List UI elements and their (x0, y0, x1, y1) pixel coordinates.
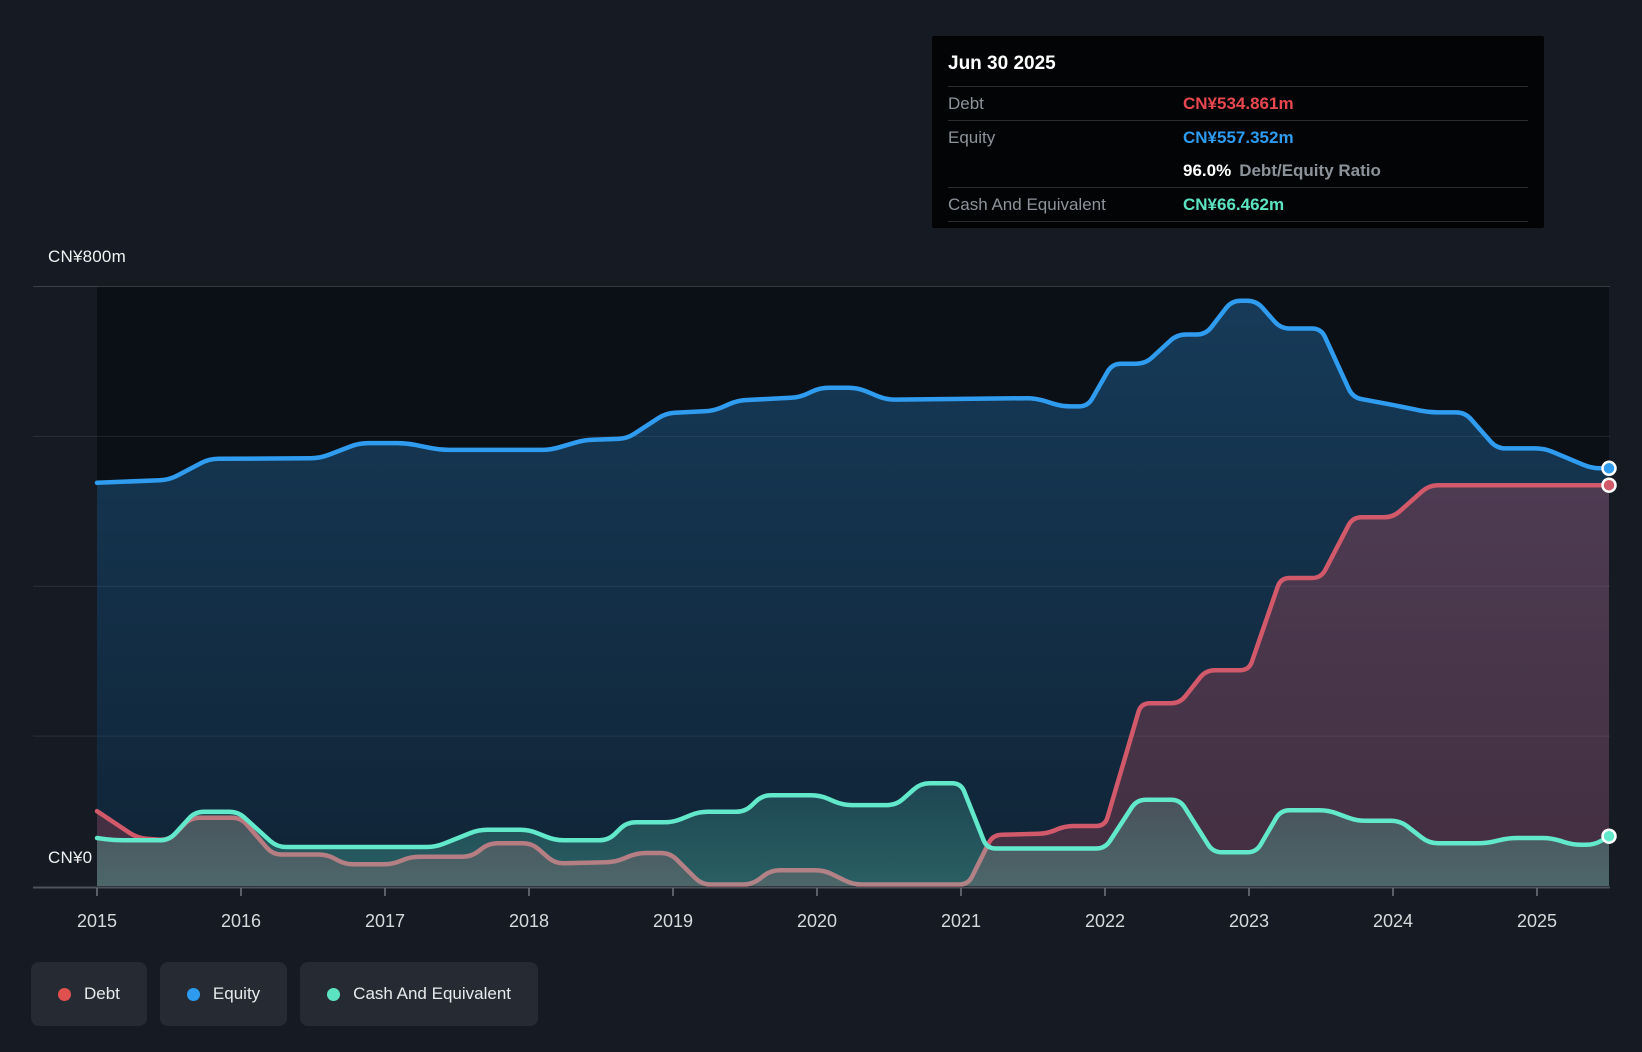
x-tick-label-2017: 2017 (365, 911, 405, 931)
debt-dot-icon (58, 987, 71, 1001)
y-axis-label-max: CN¥800m (48, 247, 126, 266)
legend-item-debt[interactable]: Debt (31, 962, 147, 1026)
tooltip-ratio-value: 96.0% (1183, 160, 1232, 180)
tooltip-cash-value: CN¥66.462m (1183, 194, 1285, 214)
x-tick-label-2020: 2020 (797, 911, 837, 931)
x-tick-label-2019: 2019 (653, 911, 693, 931)
equity-line (94, 298, 1612, 486)
legend-item-equity[interactable]: Equity (159, 962, 288, 1026)
legend: Debt Equity Cash And Equivalent (31, 962, 539, 1026)
x-tick-label-2025: 2025 (1517, 911, 1557, 931)
legend-equity-label: Equity (212, 984, 261, 1003)
cash-and-equivalent-end-dot (1601, 828, 1617, 844)
cash-and-equivalent-area (97, 783, 1609, 886)
legend-item-cash[interactable]: Cash And Equivalent (300, 962, 539, 1026)
tooltip-equity-label: Equity (948, 127, 996, 147)
equity-dot-icon (186, 987, 200, 1001)
x-tick-label-2023: 2023 (1229, 911, 1269, 931)
tooltip-ratio-label: Debt/Equity Ratio (1239, 160, 1381, 180)
x-tick-label-2022: 2022 (1085, 911, 1125, 931)
x-tick-label-2015: 2015 (77, 911, 117, 931)
tooltip-row-ratio: 96.0% Debt/Equity Ratio (948, 154, 1528, 188)
tooltip-debt-value: CN¥534.861m (1183, 93, 1294, 113)
tooltip-panel: Jun 30 2025 Debt CN¥534.861m Equity CN¥5… (932, 36, 1544, 228)
tooltip-debt-label: Debt (948, 93, 984, 113)
cash-dot-icon (327, 987, 341, 1001)
equity-end-dot (1601, 460, 1617, 477)
tooltip-row-debt: Debt CN¥534.861m (948, 87, 1528, 121)
cash-and-equivalent-line (94, 781, 1612, 855)
debt-area (97, 485, 1609, 886)
tooltip-row-equity: Equity CN¥557.352m (948, 121, 1528, 154)
tooltip-row-cash: Cash And Equivalent CN¥66.462m (948, 188, 1528, 222)
tooltip-equity-value: CN¥557.352m (1183, 127, 1294, 147)
x-tick-label-2021: 2021 (941, 911, 981, 931)
x-tick-label-2024: 2024 (1373, 911, 1413, 931)
x-tick-label-2016: 2016 (221, 911, 261, 931)
tooltip-cash-label: Cash And Equivalent (948, 194, 1106, 214)
legend-cash-label: Cash And Equivalent (353, 984, 512, 1003)
tooltip-date: Jun 30 2025 (948, 41, 1528, 87)
legend-debt-label: Debt (84, 984, 120, 1003)
x-tick-label-2018: 2018 (509, 911, 549, 931)
debt-end-dot (1601, 477, 1617, 493)
y-axis-label-zero: CN¥0 (48, 848, 93, 867)
